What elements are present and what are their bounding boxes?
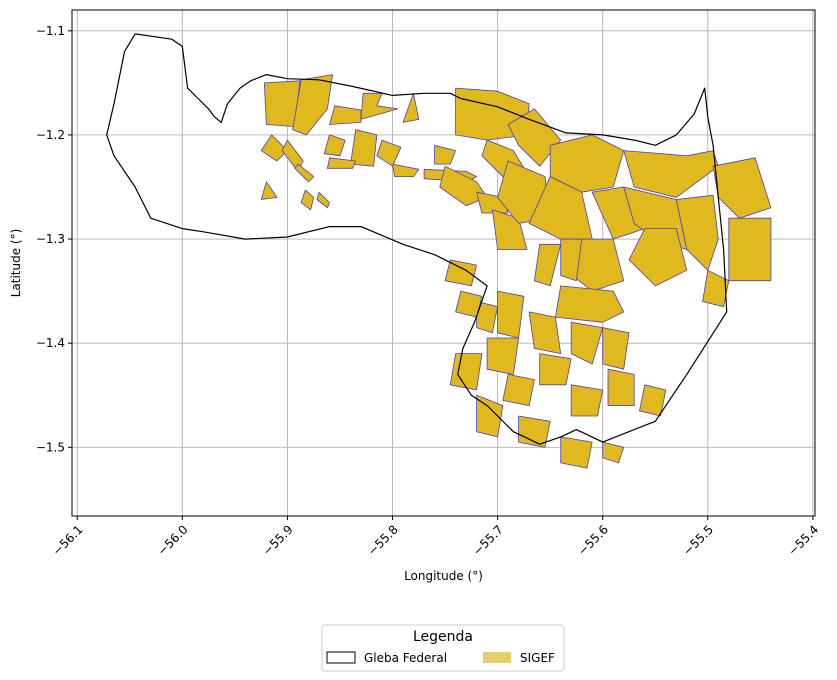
y-tick-label: −1.3 — [36, 232, 65, 246]
sigef-parcel — [300, 189, 315, 211]
sigef-parcel — [534, 243, 562, 287]
sigef-parcel — [675, 194, 719, 271]
sigef-parcel — [702, 269, 730, 308]
sigef-parcel — [326, 157, 357, 169]
sigef-parcel — [476, 394, 504, 438]
sigef-parcel — [292, 74, 334, 136]
gleba-federal-boundary — [106, 33, 728, 445]
sigef-parcel — [628, 228, 688, 287]
y-tick-label: −1.2 — [36, 128, 65, 142]
legend-swatch-sigef — [483, 652, 511, 663]
axis-ticks: −56.1 −56.0 −55.9 −55.8 −55.7 −55.6 −55.5 −55.4… — [36, 24, 821, 559]
sigef-parcel — [434, 144, 457, 165]
y-tick-label: −1.1 — [36, 24, 65, 38]
sigef-parcel — [402, 92, 420, 123]
x-tick-label: −55.5 — [680, 522, 716, 558]
sigef-parcel — [323, 134, 346, 157]
sigef-parcel — [486, 337, 519, 375]
x-tick-label: −55.8 — [365, 522, 401, 558]
sigef-parcel — [712, 157, 772, 219]
sigef-parcel — [602, 327, 630, 370]
sigef-parcel — [728, 217, 772, 282]
sigef-parcel — [449, 353, 483, 391]
sigef-parcel — [560, 436, 593, 469]
sigef-parcel — [316, 191, 330, 209]
legend-label-gleba-federal: Gleba Federal — [364, 651, 447, 665]
sigef-parcel — [497, 290, 525, 339]
sigef-parcel — [350, 129, 378, 167]
sigef-parcel — [444, 259, 478, 287]
legend-swatch-gleba-federal — [326, 651, 356, 664]
x-tick-label: −55.4 — [785, 522, 821, 558]
sigef-parcel — [260, 134, 288, 162]
sigef-parcel — [539, 353, 572, 386]
x-tick-label: −55.7 — [470, 522, 506, 558]
sigef-parcel — [360, 92, 399, 120]
sigef-parcel — [294, 163, 315, 183]
sigef-parcel — [528, 311, 562, 355]
sigef-parcel — [329, 105, 362, 125]
sigef-parcel — [439, 165, 488, 207]
sigef-parcel — [555, 285, 625, 323]
y-tick-label: −1.5 — [36, 440, 65, 454]
x-tick-label: −55.6 — [575, 522, 611, 558]
gleba-federal-layer — [106, 33, 728, 445]
legend-label-sigef: SIGEF — [520, 651, 555, 665]
sigef-parcel — [639, 384, 667, 417]
plot-frame — [71, 9, 816, 517]
sigef-parcels — [260, 74, 772, 469]
sigef-parcel — [560, 238, 583, 282]
sigef-parcel — [260, 181, 278, 200]
sigef-parcel — [570, 384, 604, 417]
y-tick-label: −1.4 — [36, 336, 65, 350]
x-tick-label: −56.1 — [50, 522, 86, 558]
x-tick-label: −56.0 — [155, 522, 191, 558]
legend: Legenda Gleba Federal SIGEF — [321, 624, 565, 672]
legend-title: Legenda — [413, 629, 473, 645]
sigef-parcel — [602, 441, 625, 464]
y-axis-label: Latitude (°) — [9, 229, 23, 298]
sigef-parcel — [376, 139, 402, 167]
sigef-parcel — [607, 368, 635, 407]
sigef-parcel — [502, 373, 535, 407]
sigef-parcel — [476, 301, 499, 334]
sigef-parcel — [518, 415, 551, 448]
x-tick-label: −55.9 — [260, 522, 296, 558]
sigef-parcel — [570, 321, 604, 365]
x-axis-label: Longitude (°) — [404, 569, 483, 583]
sigef-parcel — [392, 163, 420, 178]
